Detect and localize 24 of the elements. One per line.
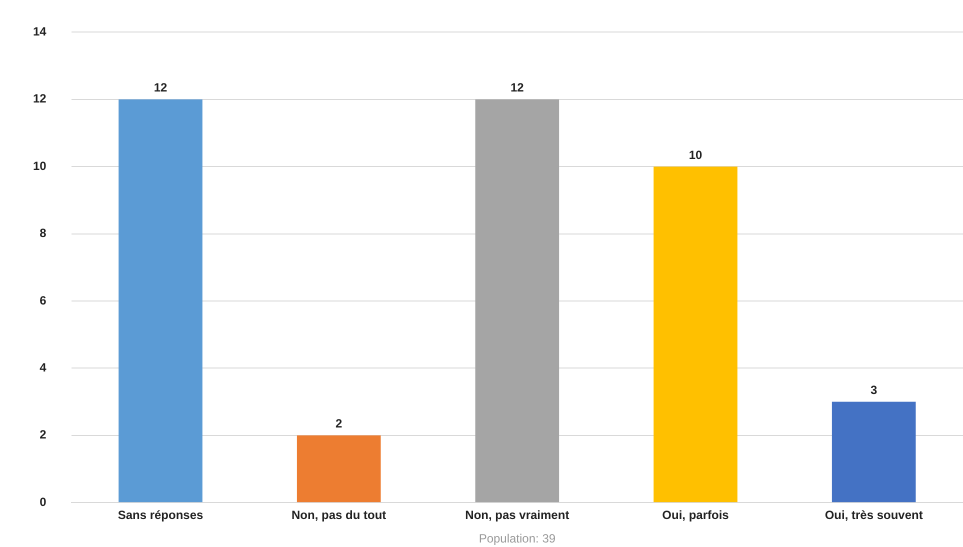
y-tick-label: 10 <box>32 158 47 173</box>
y-tick-label: 6 <box>40 293 47 308</box>
bar <box>118 99 202 502</box>
x-tick-label: Non, pas vraiment <box>465 508 570 522</box>
data-label: 3 <box>870 383 878 398</box>
y-tick-label: 12 <box>32 92 47 106</box>
y-tick-label: 4 <box>40 360 47 375</box>
bar <box>832 402 916 502</box>
data-label: 12 <box>510 80 524 95</box>
bar <box>296 435 381 502</box>
x-tick-label: Non, pas du tout <box>292 508 386 522</box>
y-tick-label: 8 <box>40 226 47 240</box>
data-label: 2 <box>336 416 342 431</box>
data-label: 10 <box>688 148 702 162</box>
data-label: 12 <box>154 80 168 95</box>
y-tick-label: 14 <box>32 24 47 39</box>
text: Population: 39 <box>478 531 556 546</box>
x-tick-label: Oui, parfois <box>662 508 730 522</box>
x-tick-label: Sans réponses <box>118 508 204 522</box>
y-tick-label: 2 <box>40 428 47 442</box>
y-tick-label: 0 <box>40 494 47 509</box>
x-tick-label: Oui, très souvent <box>824 508 923 522</box>
bar <box>475 99 560 502</box>
bar <box>654 166 738 502</box>
